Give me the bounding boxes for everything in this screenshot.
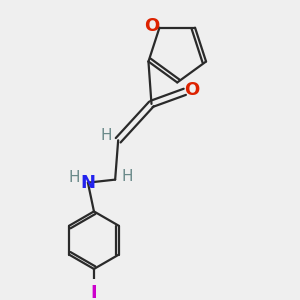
Text: H: H — [68, 170, 80, 185]
Text: O: O — [184, 81, 199, 99]
Text: N: N — [80, 174, 95, 192]
Text: H: H — [100, 128, 112, 143]
Text: H: H — [122, 169, 133, 184]
Text: O: O — [144, 17, 160, 35]
Text: I: I — [91, 284, 97, 300]
